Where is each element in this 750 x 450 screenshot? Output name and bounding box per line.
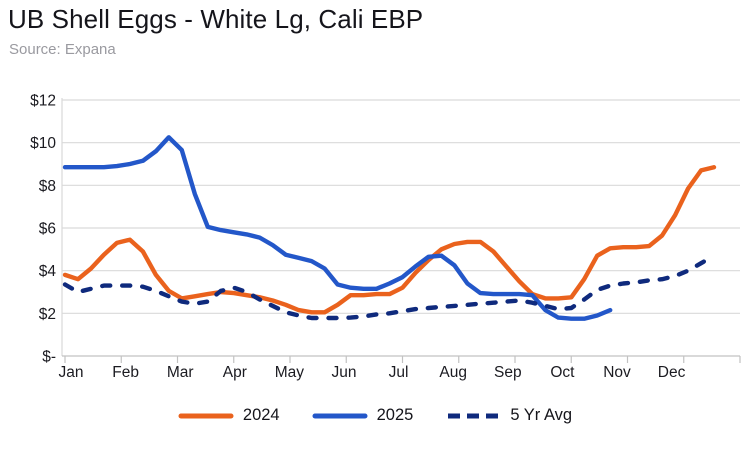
chart-title: UB Shell Eggs - White Lg, Cali EBP (8, 4, 424, 34)
y-axis-label: $12 (30, 93, 56, 110)
legend-item-5-yr-avg: 5 Yr Avg (445, 406, 572, 425)
y-axis-label: $10 (30, 135, 56, 152)
x-axis-label-may: May (275, 364, 305, 381)
x-axis-label-dec: Dec (658, 364, 686, 381)
x-axis-label-jan: Jan (59, 364, 84, 381)
chart-legend: 2024 2025 5 Yr Avg (0, 406, 750, 425)
legend-label: 2025 (376, 406, 414, 424)
x-axis-label-apr: Apr (223, 364, 247, 381)
y-axis-label: $8 (39, 178, 56, 195)
x-axis-label-jul: Jul (389, 364, 409, 381)
x-axis-label-feb: Feb (112, 364, 139, 381)
legend-item-2024: 2024 (178, 406, 280, 425)
y-axis-label: $4 (39, 263, 57, 280)
x-axis-label-jun: Jun (332, 364, 357, 381)
series-line-5-yr-avg (62, 253, 717, 321)
x-axis-label-oct: Oct (550, 364, 575, 381)
legend-swatch (448, 413, 499, 418)
legend-item-2025: 2025 (312, 406, 414, 425)
y-axis-label: $2 (39, 306, 56, 323)
x-axis-label-nov: Nov (603, 364, 631, 381)
series-line-2024 (62, 164, 717, 315)
legend-label: 2024 (242, 406, 280, 424)
legend-label: 5 Yr Avg (510, 406, 573, 424)
y-axis-label: $6 (39, 221, 56, 238)
legend-swatch (312, 413, 368, 418)
x-axis-label-mar: Mar (167, 364, 194, 381)
line-chart: $12 $10 $8 $6 $4 $2 $-Jan Feb Mar Apr May Jun Jul Aug… (30, 93, 741, 381)
series-line-2025 (62, 135, 613, 321)
x-axis-label-sep: Sep (494, 364, 522, 381)
x-axis-label-aug: Aug (439, 364, 467, 381)
legend-swatch (178, 413, 234, 418)
y-axis-label: $- (42, 349, 56, 366)
chart-source: Source: Expana (9, 41, 116, 58)
